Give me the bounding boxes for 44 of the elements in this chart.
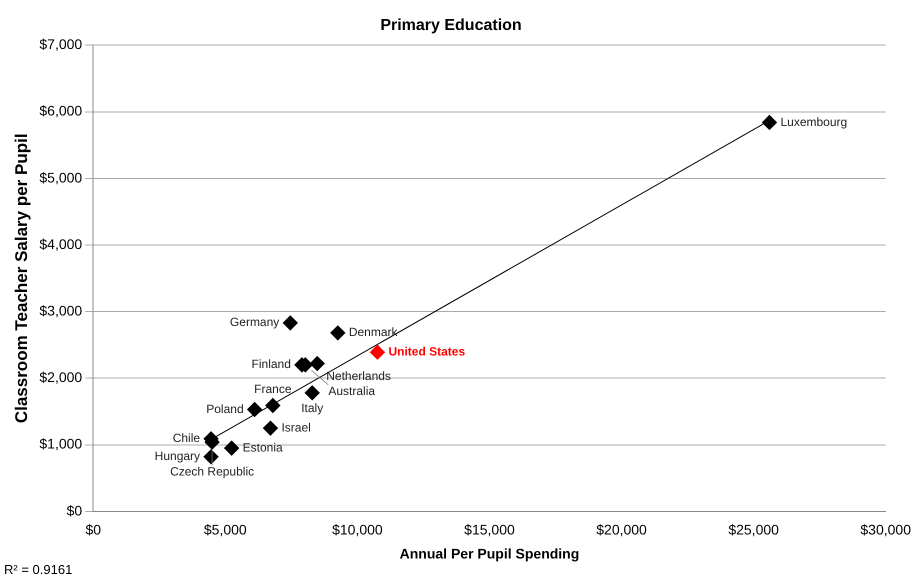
annotation: Czech Republic <box>170 464 254 478</box>
annotation: Chile <box>172 431 200 446</box>
annotation: Denmark <box>348 325 399 340</box>
point <box>224 440 240 456</box>
annotation: Poland <box>206 402 244 416</box>
annotation: Estonia <box>242 440 283 454</box>
annotation: United States <box>388 344 466 359</box>
point <box>330 325 346 340</box>
point <box>247 402 262 417</box>
point <box>265 398 280 414</box>
x-tick-label: $5,000 <box>204 522 247 538</box>
x-tick-label: $0 <box>85 522 102 538</box>
y-tick-label: $1,000 <box>39 436 82 452</box>
x-tick-label: $25,000 <box>728 522 780 538</box>
x-tick-label: $30,000 <box>860 522 912 538</box>
point <box>762 114 777 130</box>
annotation: Luxembourg <box>780 114 848 129</box>
point <box>262 420 278 436</box>
point <box>310 356 325 372</box>
point <box>282 315 298 330</box>
y-tick-label: $4,000 <box>39 236 82 252</box>
y-tick-label: $6,000 <box>39 102 82 119</box>
x-tick-label: $20,000 <box>596 522 648 538</box>
point <box>370 344 385 360</box>
y-tick-label: $3,000 <box>39 302 82 318</box>
annotation: Netherlands <box>326 368 391 383</box>
x-axis-title: Annual Per Pupil Spending <box>400 545 580 562</box>
y-tick-label: $2,000 <box>39 369 82 386</box>
chart-title: Primary Education <box>380 17 522 34</box>
text: R² = 0.9161 <box>4 562 72 577</box>
annotation: Germany <box>230 315 280 330</box>
annotation: France <box>254 382 292 396</box>
point <box>304 385 320 400</box>
annotation: Finland <box>252 357 291 372</box>
y-axis-title: Classroom Teacher Salary per Pupil <box>12 133 31 424</box>
annotation: Israel <box>281 420 311 434</box>
annotation: Australia <box>328 384 376 398</box>
x-tick-label: $15,000 <box>464 522 515 538</box>
annotation: Hungary <box>154 449 200 464</box>
y-tick-label: $0 <box>66 502 82 518</box>
x-tick-label: $10,000 <box>332 522 383 538</box>
annotation: Italy <box>301 401 324 416</box>
y-tick-label: $7,000 <box>39 36 82 52</box>
y-tick-label: $5,000 <box>39 169 82 186</box>
